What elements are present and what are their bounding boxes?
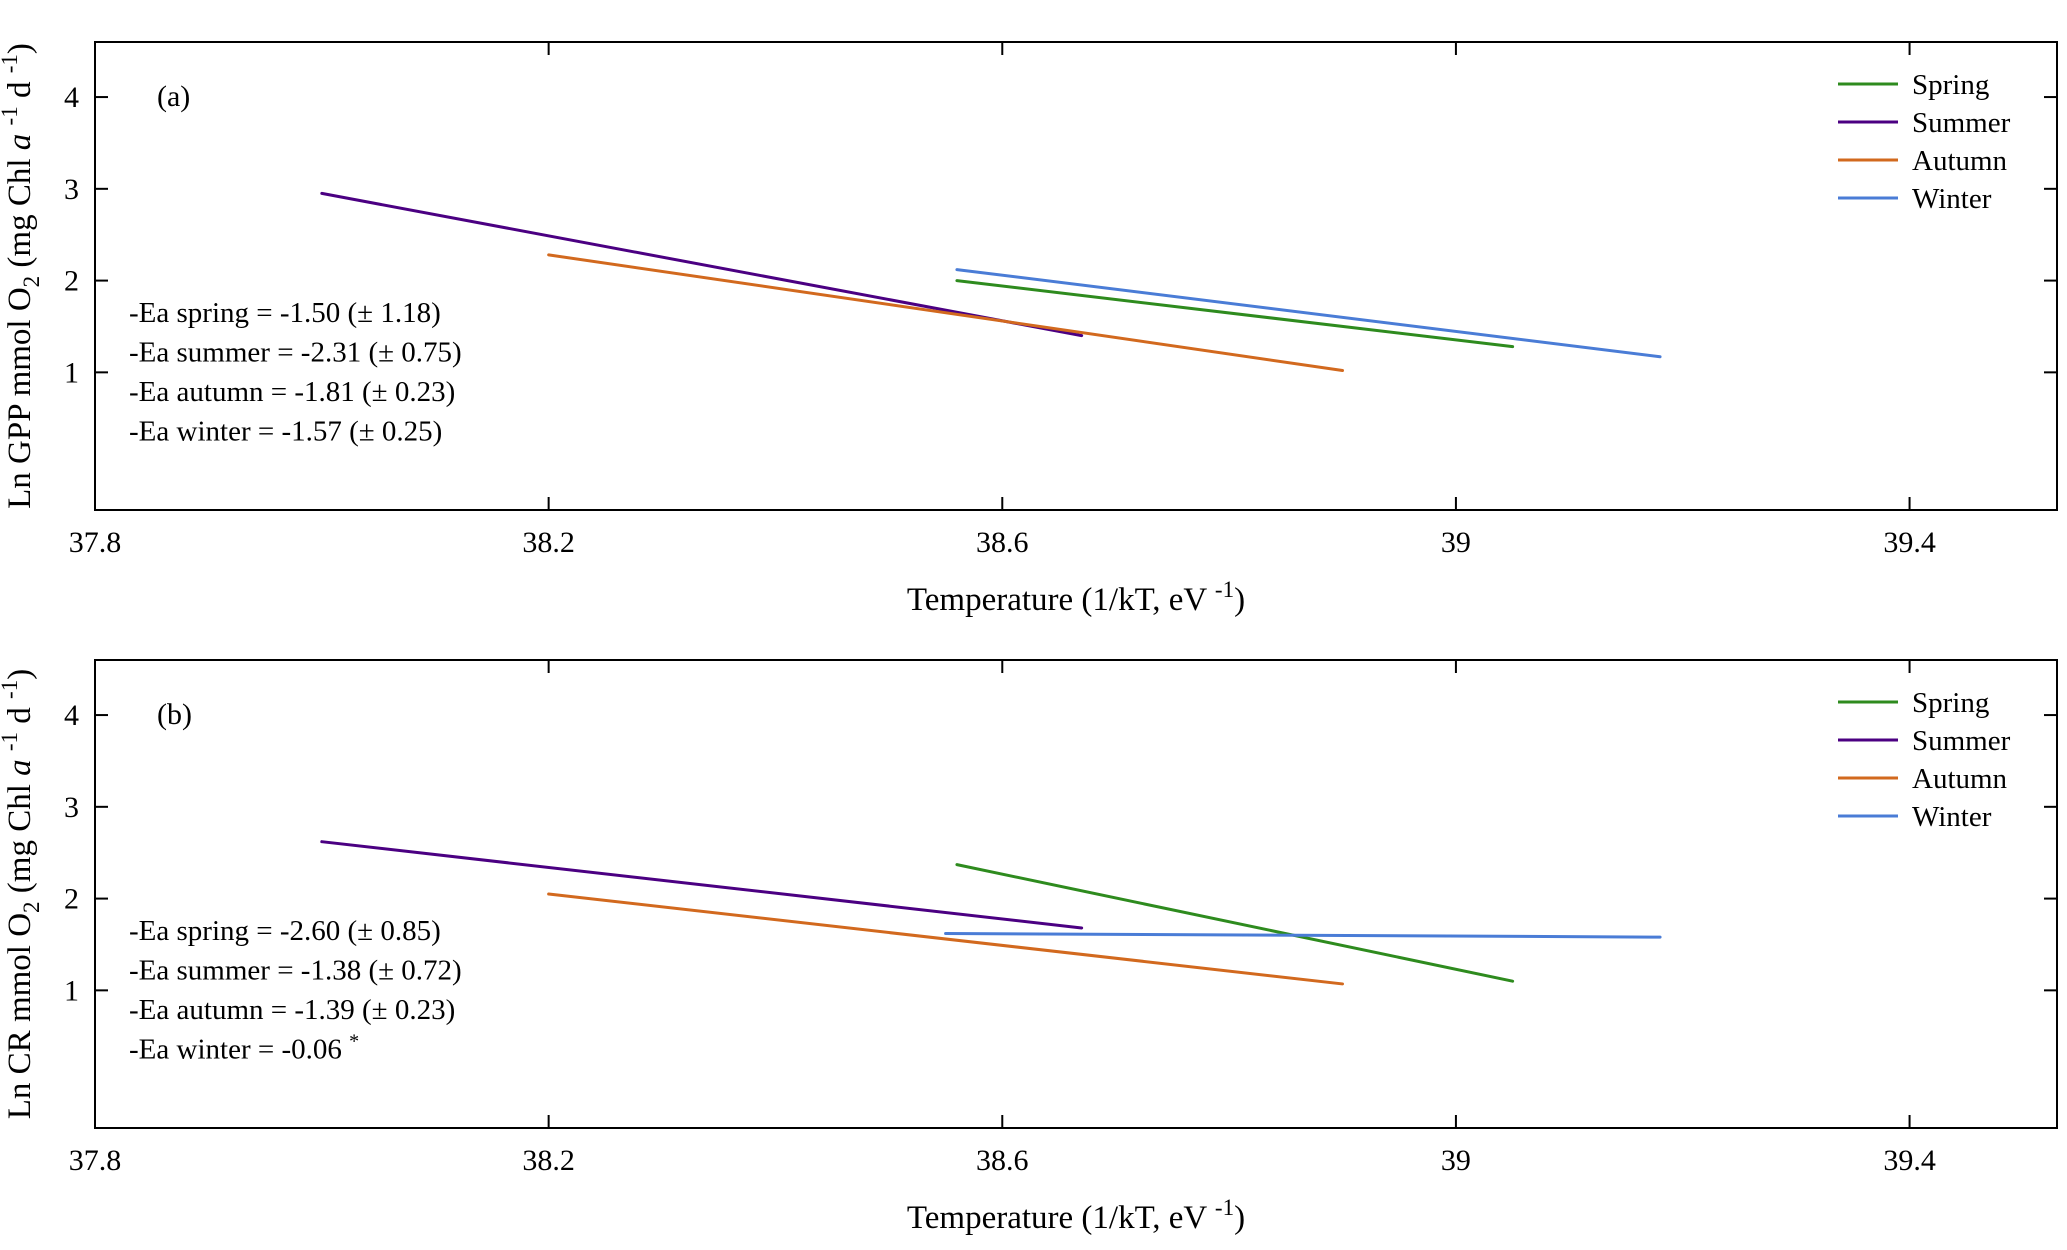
panel-a: 37.8 38.2 38.6 39 39.4 1 2 3 4 Spring Summer Autumn… [0,41,2058,618]
y-axis-label: Ln GPP mmol O2 (mg Chl a -1 d -1) [0,43,44,509]
x-tick-label: 37.8 [69,526,122,559]
ea-annotation: -Ea winter = -1.57 (± 0.25) [129,415,442,447]
x-tick-label: 39 [1441,526,1471,559]
y-axis-label: Ln CR mmol O2 (mg Chl a -1 d -1) [0,669,44,1119]
y-tick-label: 3 [64,791,79,824]
x-tick-label: 38.2 [522,526,575,559]
legend-label-spring: Spring [1912,69,1989,101]
legend-label-autumn: Autumn [1912,145,2008,177]
legend-label-spring: Spring [1912,687,1989,719]
legend-label-summer: Summer [1912,107,2011,139]
x-tick-label: 38.6 [976,1144,1029,1177]
legend-label-winter: Winter [1912,801,1992,833]
axes-box [94,659,2058,1129]
y-tick-label: 1 [64,356,79,389]
panel-b: 37.8 38.2 38.6 39 39.4 1 2 3 4 Spring Summer Autumn… [0,659,2058,1236]
series-line-spring [955,279,1515,349]
y-tick-label: 2 [64,265,79,298]
x-tick-label: 38.6 [976,526,1029,559]
ea-annotation: -Ea autumn = -1.81 (± 0.23) [129,376,455,408]
series-line-winter [955,268,1662,359]
y-tick-label: 3 [64,173,79,206]
y-tick-label: 4 [64,699,79,732]
series-line-autumn [547,892,1345,986]
x-axis-label: Temperature (1/kT, eV -1) [907,577,1245,618]
ea-annotation: -Ea autumn = -1.39 (± 0.23) [129,994,455,1026]
series-line-spring [955,863,1515,983]
legend-label-winter: Winter [1912,183,1992,215]
x-tick-label: 39.4 [1883,1144,1936,1177]
ea-annotation: -Ea summer = -2.31 (± 0.75) [129,336,462,368]
x-tick-label: 38.2 [522,1144,575,1177]
legend-label-autumn: Autumn [1912,763,2008,795]
axes-box [94,41,2058,511]
series-line-summer [320,191,1084,338]
x-tick-label: 39 [1441,1144,1471,1177]
x-tick-label: 39.4 [1883,526,1936,559]
series-line-summer [320,840,1084,930]
series-line-winter [944,931,1662,939]
y-tick-label: 1 [64,974,79,1007]
ea-annotation: -Ea summer = -1.38 (± 0.72) [129,954,462,986]
panel-label: (a) [157,80,190,113]
ea-annotation: -Ea winter = -0.06 * [129,1030,359,1065]
series-line-autumn [547,253,1345,373]
y-tick-label: 4 [64,81,79,114]
x-tick-label: 37.8 [69,1144,122,1177]
ea-annotation: -Ea spring = -1.50 (± 1.18) [129,297,441,329]
x-axis-label: Temperature (1/kT, eV -1) [907,1195,1245,1236]
y-tick-label: 2 [64,883,79,916]
legend-label-summer: Summer [1912,725,2011,757]
ea-annotation: -Ea spring = -2.60 (± 0.85) [129,915,441,947]
panel-label: (b) [157,698,192,731]
